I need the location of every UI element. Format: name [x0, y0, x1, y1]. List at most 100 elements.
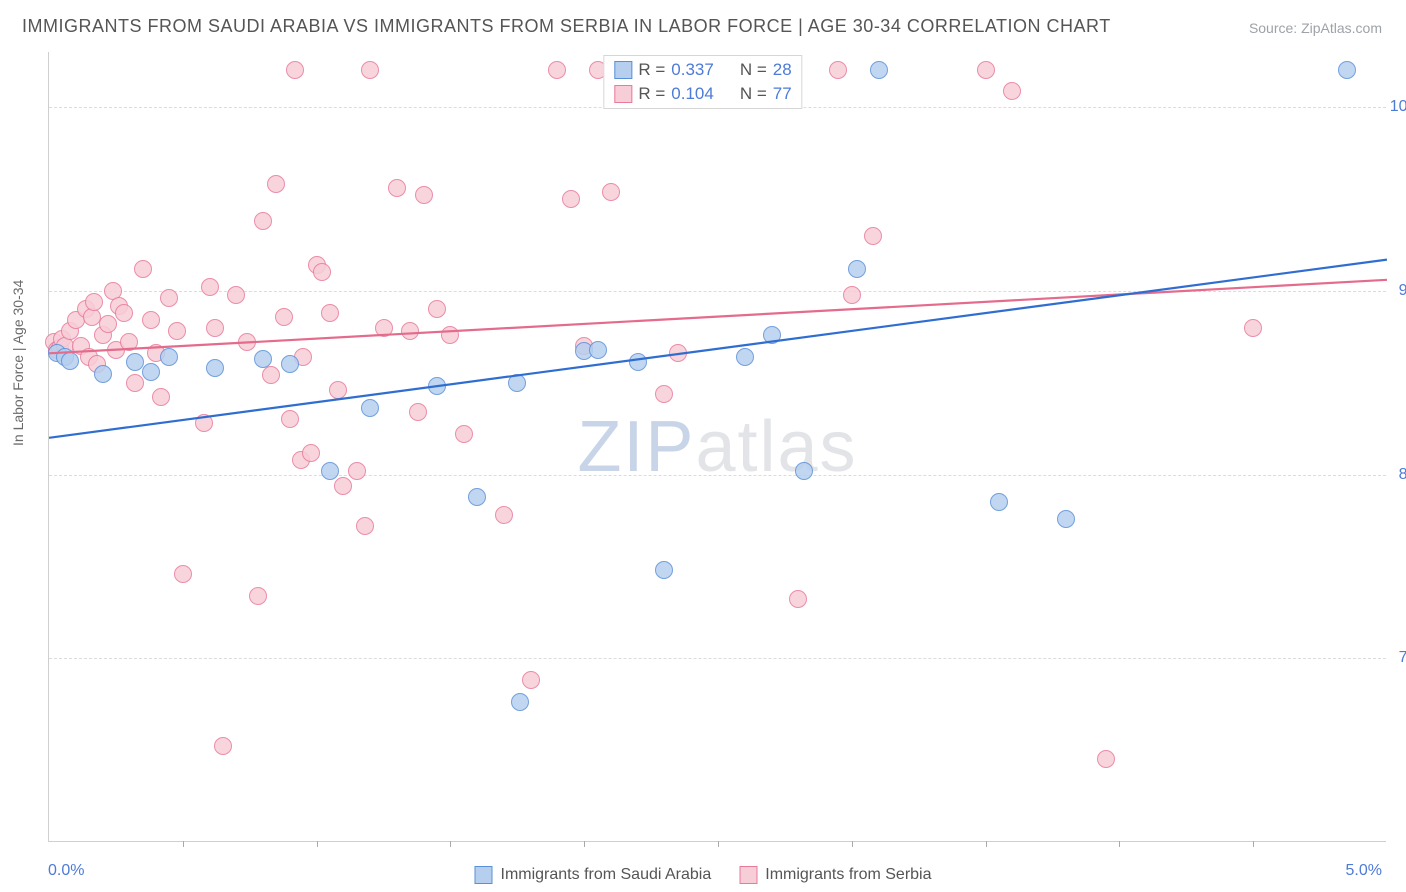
legend-item-serbia: Immigrants from Serbia [739, 866, 931, 884]
data-point [174, 565, 192, 583]
data-point [870, 61, 888, 79]
x-axis-min-label: 0.0% [48, 862, 84, 880]
data-point [238, 333, 256, 351]
trend-lines-layer [49, 52, 1387, 842]
data-point [206, 319, 224, 337]
legend-item-saudi: Immigrants from Saudi Arabia [474, 866, 711, 884]
data-point [227, 286, 245, 304]
legend-row-serbia: R = 0.104 N = 77 [614, 82, 791, 106]
data-point [864, 227, 882, 245]
data-point [142, 363, 160, 381]
data-point [329, 381, 347, 399]
data-point [254, 350, 272, 368]
data-point [142, 311, 160, 329]
data-point [302, 444, 320, 462]
series-legend: Immigrants from Saudi Arabia Immigrants … [474, 866, 931, 884]
x-tick [317, 841, 318, 847]
data-point [195, 414, 213, 432]
y-tick-label: 90.0% [1399, 282, 1406, 300]
data-point [829, 61, 847, 79]
data-point [262, 366, 280, 384]
series-name-saudi: Immigrants from Saudi Arabia [500, 866, 711, 884]
data-point [214, 737, 232, 755]
data-point [375, 319, 393, 337]
x-tick [1253, 841, 1254, 847]
data-point [990, 493, 1008, 511]
data-point [134, 260, 152, 278]
data-point [120, 333, 138, 351]
r-value-saudi: 0.337 [671, 60, 714, 80]
data-point [508, 374, 526, 392]
data-point [348, 462, 366, 480]
y-tick-label: 70.0% [1399, 649, 1406, 667]
data-point [548, 61, 566, 79]
data-point [321, 304, 339, 322]
correlation-legend: R = 0.337 N = 28 R = 0.104 N = 77 [603, 55, 802, 109]
source-attribution: Source: ZipAtlas.com [1249, 20, 1382, 36]
data-point [160, 348, 178, 366]
x-tick [183, 841, 184, 847]
data-point [495, 506, 513, 524]
data-point [669, 344, 687, 362]
data-point [843, 286, 861, 304]
x-tick [852, 841, 853, 847]
data-point [795, 462, 813, 480]
data-point [388, 179, 406, 197]
data-point [126, 374, 144, 392]
data-point [511, 693, 529, 711]
swatch-saudi-icon [474, 866, 492, 884]
y-tick-label: 100.0% [1390, 98, 1406, 116]
r-label: R = [638, 60, 665, 80]
data-point [428, 300, 446, 318]
y-axis-label: In Labor Force | Age 30-34 [10, 280, 26, 446]
gridline [49, 475, 1386, 476]
data-point [1097, 750, 1115, 768]
x-tick [584, 841, 585, 847]
data-point [455, 425, 473, 443]
data-point [562, 190, 580, 208]
x-axis-max-label: 5.0% [1346, 862, 1382, 880]
y-tick-label: 80.0% [1399, 466, 1406, 484]
r-label: R = [638, 84, 665, 104]
data-point [441, 326, 459, 344]
data-point [522, 671, 540, 689]
x-tick [1119, 841, 1120, 847]
n-label: N = [740, 60, 767, 80]
swatch-serbia-icon [614, 85, 632, 103]
data-point [415, 186, 433, 204]
data-point [286, 61, 304, 79]
r-value-serbia: 0.104 [671, 84, 714, 104]
scatter-plot-area: ZIPatlas 70.0%80.0%90.0%100.0% [48, 52, 1386, 842]
n-value-saudi: 28 [773, 60, 792, 80]
data-point [409, 403, 427, 421]
legend-row-saudi: R = 0.337 N = 28 [614, 58, 791, 82]
data-point [602, 183, 620, 201]
data-point [168, 322, 186, 340]
data-point [281, 410, 299, 428]
data-point [789, 590, 807, 608]
data-point [94, 365, 112, 383]
data-point [1244, 319, 1262, 337]
data-point [249, 587, 267, 605]
chart-title: IMMIGRANTS FROM SAUDI ARABIA VS IMMIGRAN… [22, 16, 1111, 37]
data-point [428, 377, 446, 395]
swatch-serbia-icon [739, 866, 757, 884]
data-point [356, 517, 374, 535]
data-point [267, 175, 285, 193]
data-point [99, 315, 117, 333]
data-point [1057, 510, 1075, 528]
swatch-saudi-icon [614, 61, 632, 79]
series-name-serbia: Immigrants from Serbia [765, 866, 931, 884]
data-point [1338, 61, 1356, 79]
data-point [977, 61, 995, 79]
n-label: N = [740, 84, 767, 104]
data-point [763, 326, 781, 344]
data-point [468, 488, 486, 506]
data-point [201, 278, 219, 296]
x-tick [718, 841, 719, 847]
data-point [152, 388, 170, 406]
x-tick [450, 841, 451, 847]
data-point [589, 341, 607, 359]
data-point [1003, 82, 1021, 100]
data-point [334, 477, 352, 495]
